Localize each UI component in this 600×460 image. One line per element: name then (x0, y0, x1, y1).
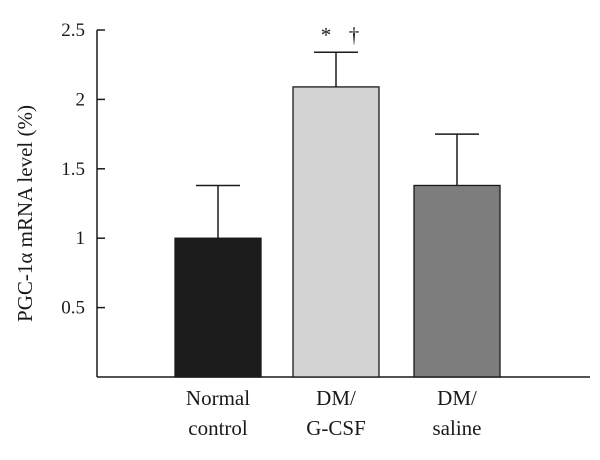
y-tick-label: 1 (76, 228, 86, 249)
bar-2 (413, 184, 501, 378)
y-tick-label: 0.5 (61, 298, 85, 319)
significance-marker: † (349, 23, 360, 47)
y-tick-label: 2 (76, 89, 86, 110)
x-category-label: DM/ (316, 386, 356, 410)
error-bars (196, 51, 479, 239)
bars (174, 86, 501, 378)
x-category-label: Normal (186, 386, 250, 410)
y-ticks: 0.5 1 1.5 2 2.5 (61, 20, 105, 319)
x-category-label: control (188, 416, 248, 440)
bar-0 (174, 237, 262, 378)
y-tick-label: 1.5 (61, 159, 85, 180)
x-category-labels: Normal control DM/G-CSF DM/saline (186, 386, 482, 440)
bar-1 (292, 86, 380, 378)
x-category-label: DM/ (437, 386, 477, 410)
significance-annotations: * † (321, 23, 360, 47)
x-category-label: G-CSF (306, 416, 366, 440)
significance-marker: * (321, 23, 332, 47)
x-category-label: saline (433, 416, 482, 440)
y-axis-label: PGC-1α mRNA level (%) (13, 105, 37, 322)
y-tick-label: 2.5 (61, 20, 85, 41)
